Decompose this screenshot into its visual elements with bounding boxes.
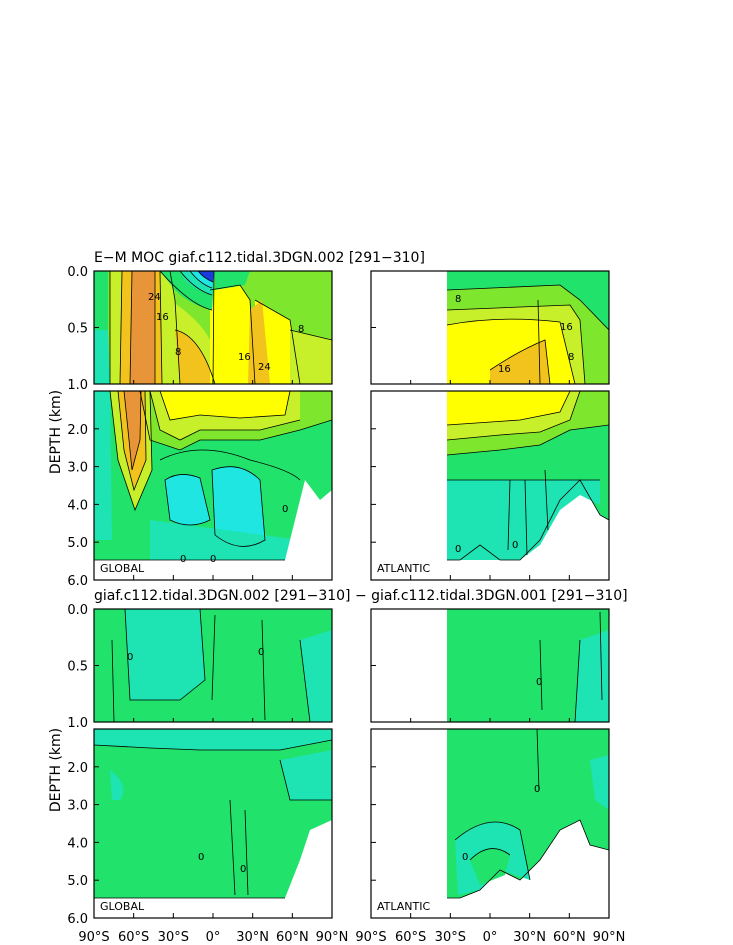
x-tick-label: 60°N: [276, 930, 309, 945]
contour-label: 0: [512, 540, 518, 551]
contour-label: 0: [455, 544, 461, 555]
contour-label: 0: [462, 852, 468, 863]
contour-label: 0: [127, 652, 133, 663]
x-tick-label: 90°S: [355, 930, 386, 945]
panel-top-atlantic: 8 16 16 8 0 0 ATLANTIC: [370, 270, 610, 581]
contour-label: 16: [156, 312, 169, 323]
panel-bottom-atlantic-lower-field: 0 0: [371, 729, 609, 918]
panel-bottom-global-upper-field: 0 0: [94, 609, 332, 722]
panel-bottom-global-lower-field: 0 0: [94, 729, 332, 918]
y-tick-label: 4.0: [67, 498, 88, 513]
x-tick-label: 90°N: [593, 930, 626, 945]
contour-label: 16: [560, 322, 573, 333]
x-tick-label: 60°S: [395, 930, 426, 945]
y-tick-label: 1.0: [67, 378, 88, 393]
contour-label: 24: [258, 362, 271, 373]
y-tick-label: 2.0: [67, 423, 88, 438]
contour-label: 0: [210, 554, 216, 565]
y-tick-label: 3.0: [67, 799, 88, 814]
x-tick-label: 60°S: [118, 930, 149, 945]
y-tick-label: 0.0: [67, 603, 88, 618]
panel-bottom-global: 0 0 0 0 GLOBAL: [93, 608, 333, 919]
y-axis-label-top: DEPTH (km): [48, 390, 64, 474]
panel-top-global-upper-field: 24 16 8 16 24 8: [94, 271, 332, 384]
contour-label: 16: [498, 364, 511, 375]
x-tick-label: 30°S: [158, 930, 189, 945]
y-tick-label: 0.0: [67, 265, 88, 280]
y-tick-label: 0.5: [67, 660, 88, 675]
contour-label: 8: [175, 347, 181, 358]
x-tick-label: 0°: [206, 930, 221, 945]
y-axis-label-bottom: DEPTH (km): [48, 728, 64, 812]
region-label-global-diff: GLOBAL: [100, 900, 145, 913]
top-title: E−M MOC giaf.c112.tidal.3DGN.002 [291−31…: [94, 250, 425, 266]
bottom-title: giaf.c112.tidal.3DGN.002 [291−310] − gia…: [94, 588, 628, 604]
x-tick-label: 30°N: [236, 930, 269, 945]
y-tick-label: 6.0: [67, 912, 88, 927]
x-tick-label: 30°S: [435, 930, 466, 945]
y-tick-label: 1.0: [67, 716, 88, 731]
y-tick-label: 0.5: [67, 322, 88, 337]
panel-top-global: 24 16 8 16 24 8: [93, 270, 333, 581]
y-tick-label: 5.0: [67, 874, 88, 889]
contour-label: 0: [534, 784, 540, 795]
contour-label: 0: [258, 647, 264, 658]
x-tick-label: 90°S: [78, 930, 109, 945]
contour-label: 0: [180, 554, 186, 565]
x-tick-label: 30°N: [513, 930, 546, 945]
contour-label: 0: [198, 852, 204, 863]
panel-bottom-atlantic: 0 0 0 ATLANTIC: [370, 608, 610, 919]
contour-label: 16: [238, 352, 251, 363]
contour-label: 24: [148, 292, 161, 303]
y-tick-label: 4.0: [67, 836, 88, 851]
contour-label: 8: [298, 324, 304, 335]
contour-label: 0: [282, 504, 288, 515]
contour-label: 0: [536, 677, 542, 688]
contour-label: 8: [568, 352, 574, 363]
y-tick-label: 3.0: [67, 461, 88, 476]
y-tick-label: 6.0: [67, 574, 88, 589]
panel-top-global-lower-field: 0 0 0: [94, 391, 332, 580]
region-label-global: GLOBAL: [100, 562, 145, 575]
contour-label: 0: [240, 864, 246, 875]
y-tick-label: 5.0: [67, 536, 88, 551]
x-tick-label: 0°: [483, 930, 498, 945]
panel-top-atlantic-lower-field: 0 0: [371, 391, 609, 580]
x-tick-label: 90°N: [316, 930, 349, 945]
axes: 0.0 0.5 1.0 2.0 3.0 4.0 5.0 6.0 0.0 0.5 1.0 2.0 3.0 4…: [67, 265, 625, 945]
panel-top-atlantic-upper-field: 8 16 16 8: [371, 271, 609, 384]
region-label-atlantic: ATLANTIC: [377, 562, 430, 575]
y-tick-label: 2.0: [67, 761, 88, 776]
region-label-atlantic-diff: ATLANTIC: [377, 900, 430, 913]
x-tick-label: 60°N: [553, 930, 586, 945]
contour-label: 8: [455, 294, 461, 305]
panel-bottom-atlantic-upper-field: 0: [371, 609, 609, 722]
